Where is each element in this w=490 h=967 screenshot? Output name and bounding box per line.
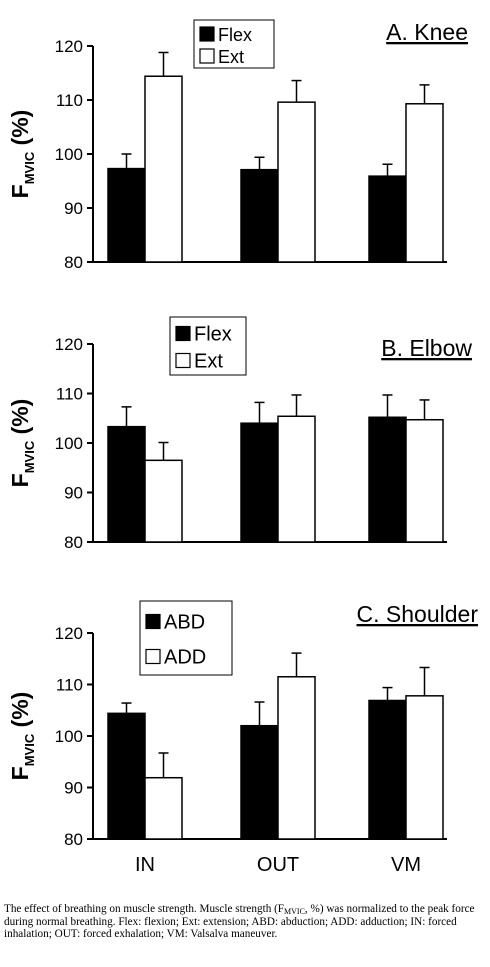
y-tick-label: 110 (56, 676, 83, 695)
bar-flex-in (107, 425, 146, 543)
chart-title: B. Elbow (381, 335, 472, 361)
bar-ext-vm (405, 418, 444, 543)
caption-subscript: MVIC (284, 907, 305, 916)
y-axis-label: FMVIC (%) (7, 110, 37, 199)
legend-swatch-ext (199, 48, 215, 64)
y-tick-label: 90 (64, 199, 83, 218)
legend-label-add: ADD (164, 647, 206, 669)
legend-label-abd: ABD (164, 612, 205, 634)
chart-title: C. Shoulder (357, 601, 479, 627)
legend-label-flex: Flex (194, 324, 232, 346)
y-tick-label: 80 (64, 533, 83, 552)
bar-ext-in (144, 75, 183, 263)
bar-flex-vm (368, 175, 407, 263)
y-tick-label: 80 (64, 253, 83, 272)
y-tick-label: 100 (55, 727, 83, 746)
x-tick-label: IN (135, 854, 155, 876)
chart-panel-2: 80 90 100 110 120 FMVIC (%) B. Elbow Flex Ext (7, 316, 472, 552)
legend-swatch-flex (199, 26, 215, 42)
y-tick-label: 120 (55, 624, 83, 643)
x-tick-label: OUT (257, 854, 299, 876)
bar-abd-out (240, 724, 279, 840)
legend-swatch-flex (175, 325, 191, 342)
bar-add-vm (405, 695, 444, 840)
legend-label-ext: Ext (218, 47, 244, 67)
y-tick-label: 90 (64, 484, 83, 503)
x-tick-label: VM (391, 854, 421, 876)
bar-ext-vm (405, 103, 444, 263)
y-axis-label: FMVIC (%) (7, 692, 37, 781)
bar-ext-in (144, 459, 183, 543)
legend-label-ext: Ext (194, 351, 223, 373)
legend-swatch-ext (175, 352, 191, 369)
bar-flex-out (240, 168, 279, 263)
chart-title: A. Knee (386, 19, 468, 45)
bar-ext-out (277, 415, 316, 543)
bar-abd-vm (368, 699, 407, 840)
y-tick-label: 80 (64, 830, 83, 849)
y-tick-label: 100 (55, 434, 83, 453)
bar-add-in (144, 776, 183, 840)
legend: Flex Ext (169, 316, 247, 376)
y-tick-label: 110 (56, 385, 83, 404)
y-tick-label: 120 (55, 335, 83, 354)
y-tick-label: 110 (56, 91, 83, 110)
y-axis-label: FMVIC (%) (7, 399, 37, 488)
bar-flex-in (107, 167, 146, 263)
bar-flex-vm (368, 416, 407, 543)
legend-swatch-add (145, 648, 161, 665)
bar-flex-out (240, 422, 279, 543)
legend: ABD ADD (139, 600, 233, 676)
caption-text-2: , %) was normalized to the peak force du… (4, 903, 475, 940)
bar-ext-out (277, 101, 316, 263)
figure-caption: The effect of breathing on muscle streng… (4, 903, 488, 941)
caption-text-1: The effect of breathing on muscle streng… (4, 903, 285, 915)
bar-add-out (277, 676, 316, 840)
bar-abd-in (107, 712, 146, 840)
legend-swatch-abd (145, 613, 161, 630)
chart-panel-3: 80 90 100 110 120 FMVIC (%) C. Shoulder IN OUT VM… (7, 600, 479, 876)
legend-label-flex: Flex (218, 25, 252, 45)
y-tick-label: 100 (55, 145, 83, 164)
y-tick-label: 120 (55, 37, 83, 56)
y-tick-label: 90 (64, 779, 83, 798)
